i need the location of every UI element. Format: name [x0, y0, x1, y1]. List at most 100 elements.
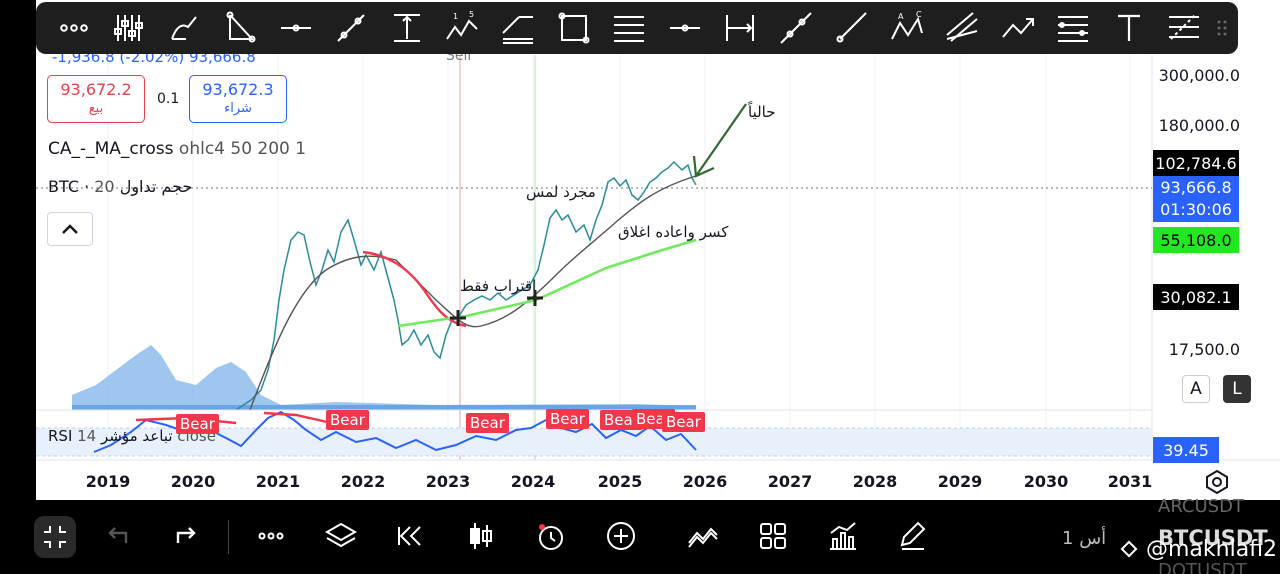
lines-stack-tool-button[interactable] — [1046, 5, 1102, 51]
price-axis-label: 180,000.0 — [1158, 116, 1240, 135]
sell-label: بيع — [88, 101, 104, 116]
ray-tool-button[interactable] — [823, 5, 879, 51]
layers-icon — [324, 522, 358, 548]
layers-button[interactable] — [321, 516, 361, 556]
horizontal-ray-tool-button[interactable] — [657, 5, 713, 51]
redo-button[interactable] — [167, 516, 207, 556]
annotation-now[interactable]: حالياً — [748, 103, 776, 121]
fib-lines-icon — [614, 16, 645, 42]
time-axis-label: 2029 — [937, 472, 983, 491]
vertical-range-tool-button[interactable] — [379, 5, 435, 51]
sell-price: 93,672.2 — [60, 80, 132, 99]
replay-button[interactable] — [391, 516, 431, 556]
price-axis-label: 17,500.0 — [1168, 340, 1240, 359]
pitchfork-tool-button[interactable] — [935, 5, 991, 51]
interval-label[interactable]: 1 أس — [1062, 528, 1107, 549]
redo-icon — [176, 527, 196, 543]
auto-scale-button[interactable]: A — [1182, 375, 1210, 403]
price-tag-rsi: 39.45 — [1153, 437, 1219, 463]
settings-icon[interactable] — [1204, 469, 1230, 495]
undo-icon — [108, 527, 128, 543]
time-axis-label: 2021 — [255, 472, 301, 491]
watermark-handle: @makhlafi2 — [1146, 536, 1278, 562]
arrow-tool-button[interactable] — [990, 5, 1046, 51]
indicator-ma-cross[interactable]: CA_-_MA_cross ohlc4 50 200 1 — [48, 139, 306, 159]
rectangle-icon — [558, 12, 590, 44]
triangle-tool-button[interactable] — [213, 5, 269, 51]
indicator-volume[interactable]: BTC · حجم تداول 20 — [48, 177, 192, 196]
indicator-tool-button[interactable] — [102, 5, 158, 51]
horizontal-ray-icon — [669, 24, 700, 32]
date-range-tool-button[interactable] — [712, 5, 768, 51]
lines-stack-icon — [1058, 16, 1089, 42]
svg-text:5: 5 — [469, 10, 474, 19]
rsi-bear-signal: Bear — [546, 409, 589, 429]
add-button[interactable] — [601, 516, 641, 556]
trend-line-tool-button[interactable] — [324, 5, 380, 51]
trend-line-icon — [337, 14, 366, 42]
more-tools-button[interactable] — [46, 5, 102, 51]
toolbar-divider — [228, 520, 229, 554]
indicator-vol-name: BTC · حجم تداول — [48, 177, 193, 196]
grid-icon — [760, 523, 786, 549]
extended-line-icon — [779, 12, 812, 44]
more-options-button[interactable] — [251, 516, 291, 556]
alerts-button[interactable] — [531, 516, 571, 556]
rsi-bear-signal: Bear — [326, 410, 369, 430]
time-axis-label: 2025 — [597, 472, 643, 491]
time-axis-label: 2023 — [425, 472, 471, 491]
fib-extension-tool-button[interactable] — [1157, 5, 1213, 51]
text-icon — [1117, 14, 1140, 41]
candles-icon — [470, 523, 492, 549]
symbol-next[interactable]: DOTUSDT — [1158, 560, 1247, 574]
time-axis-label: 2028 — [852, 472, 898, 491]
price-axis-label: 300,000.0 — [1158, 66, 1240, 85]
date-range-icon — [726, 15, 755, 41]
svg-text:C: C — [916, 10, 922, 19]
alarm-clock-icon — [539, 524, 563, 550]
horizontal-line-icon — [280, 24, 311, 32]
compare-button[interactable] — [683, 516, 723, 556]
parallel-channel-tool-button[interactable] — [490, 5, 546, 51]
layout-button[interactable] — [753, 516, 793, 556]
time-axis-label: 2030 — [1023, 472, 1069, 491]
fib-lines-tool-button[interactable] — [601, 5, 657, 51]
fullscreen-button[interactable] — [34, 516, 76, 558]
indicators-button[interactable] — [823, 516, 863, 556]
time-axis-label: 2020 — [170, 472, 216, 491]
collapse-icon — [44, 526, 66, 548]
undo-button[interactable] — [97, 516, 137, 556]
bar-chart-icon — [830, 522, 856, 550]
triangle-icon — [226, 11, 256, 43]
text-tool-button[interactable] — [1101, 5, 1157, 51]
symbol-previous[interactable]: ARCUSDT — [1158, 496, 1244, 517]
toolbar-drag-handle[interactable] — [1212, 5, 1232, 51]
cross-marker — [450, 290, 543, 326]
symbol-current[interactable]: BTCUSDT — [1158, 526, 1268, 550]
buy-button[interactable]: 93,672.3 شراء — [189, 75, 287, 123]
annotation-approach[interactable]: اقتراب فقط — [460, 277, 537, 295]
svg-text:1: 1 — [453, 12, 458, 21]
sell-button[interactable]: 93,672.2 بيع — [47, 75, 145, 123]
svg-text:A: A — [898, 12, 904, 21]
indicator-vol-params: 20 — [94, 177, 115, 196]
collapse-legend-button[interactable] — [47, 212, 93, 246]
annotation-touch[interactable]: مجرد لمس — [526, 183, 596, 201]
brush-tool-button[interactable] — [157, 5, 213, 51]
log-scale-button[interactable]: L — [1223, 375, 1251, 403]
extended-line-tool-button[interactable] — [768, 5, 824, 51]
price-tag-high: 102,784.6 — [1153, 150, 1239, 176]
annotation-break[interactable]: كسر واعاده اغلاق — [618, 223, 729, 241]
drawing-mode-button[interactable] — [893, 516, 933, 556]
horizontal-line-tool-button[interactable] — [268, 5, 324, 51]
rsi-bear-signal: Bear — [176, 414, 219, 434]
fib-extension-icon — [1169, 14, 1200, 40]
rectangle-tool-button[interactable] — [546, 5, 602, 51]
time-axis-label: 2022 — [340, 472, 386, 491]
ray-icon — [836, 12, 867, 43]
chart-type-button[interactable] — [461, 516, 501, 556]
